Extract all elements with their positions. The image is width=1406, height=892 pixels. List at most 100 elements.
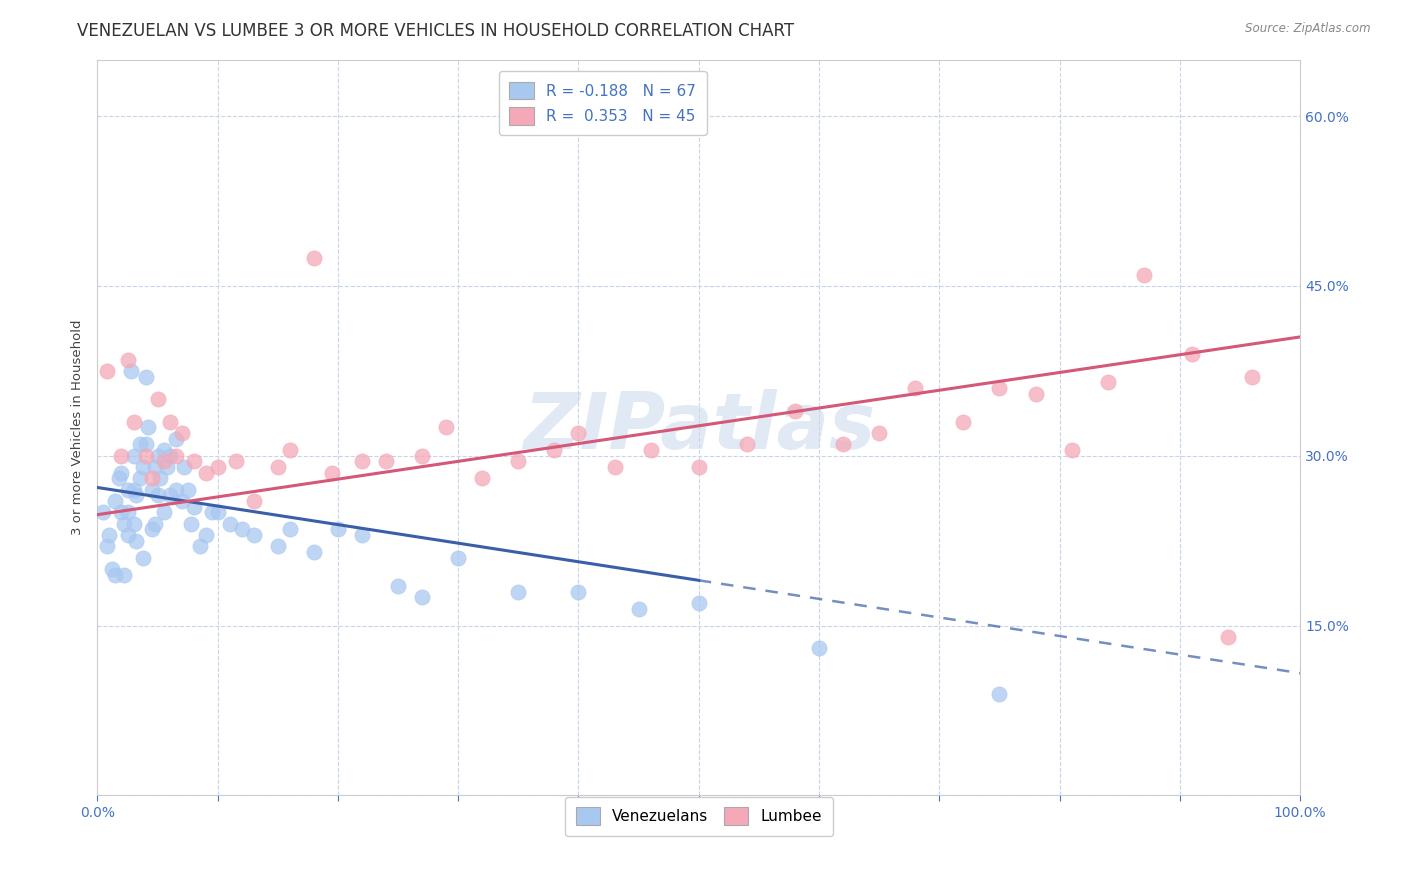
Point (350, 528, 373, 542)
Point (225, 454, 247, 468)
Point (1216, 630, 1239, 644)
Point (112, 516, 135, 531)
Point (125, 533, 148, 548)
Point (471, 471, 494, 485)
Point (201, 505, 224, 519)
Point (194, 466, 217, 480)
Point (152, 443, 174, 458)
Point (143, 516, 166, 531)
Point (375, 454, 398, 468)
Point (122, 516, 145, 531)
Y-axis label: 3 or more Vehicles in Household: 3 or more Vehicles in Household (72, 319, 84, 535)
Point (146, 488, 169, 502)
Point (278, 522, 301, 536)
Point (159, 449, 181, 463)
Point (143, 460, 166, 475)
Point (146, 449, 169, 463)
Point (321, 466, 343, 480)
Point (688, 460, 710, 475)
Legend: Venezuelans, Lumbee: Venezuelans, Lumbee (565, 797, 832, 836)
Point (1181, 347, 1204, 361)
Point (180, 516, 202, 531)
Text: Source: ZipAtlas.com: Source: ZipAtlas.com (1246, 22, 1371, 36)
Point (170, 494, 193, 508)
Point (128, 437, 150, 451)
Point (302, 251, 325, 265)
Point (152, 505, 174, 519)
Point (110, 466, 132, 480)
Point (108, 471, 131, 485)
Point (278, 443, 301, 458)
Point (183, 454, 205, 468)
Point (101, 562, 124, 576)
Point (125, 488, 148, 502)
Point (104, 567, 127, 582)
Point (110, 505, 132, 519)
Point (411, 449, 433, 463)
Point (117, 483, 139, 497)
Point (627, 601, 650, 615)
Point (603, 460, 626, 475)
Point (135, 449, 157, 463)
Point (141, 522, 163, 536)
Point (93, 505, 115, 519)
Point (1097, 375, 1119, 389)
Point (128, 471, 150, 485)
Point (688, 596, 710, 610)
Point (176, 483, 198, 497)
Point (543, 443, 565, 458)
Point (567, 584, 589, 599)
Point (1024, 386, 1046, 401)
Point (110, 449, 132, 463)
Point (267, 460, 290, 475)
Point (508, 454, 530, 468)
Point (120, 364, 142, 378)
Point (159, 488, 181, 502)
Point (135, 437, 157, 451)
Point (508, 584, 530, 599)
Point (1132, 268, 1154, 282)
Point (170, 426, 193, 441)
Point (159, 415, 181, 429)
Point (117, 352, 139, 367)
Point (188, 540, 211, 554)
Point (132, 550, 155, 565)
Point (165, 432, 187, 446)
Point (173, 460, 195, 475)
Point (165, 449, 187, 463)
Point (135, 369, 157, 384)
Point (952, 415, 974, 429)
Point (988, 381, 1011, 395)
Point (146, 392, 169, 407)
Point (447, 550, 470, 565)
Point (832, 437, 855, 451)
Point (434, 420, 457, 434)
Point (165, 483, 187, 497)
Point (411, 591, 433, 605)
Point (122, 415, 145, 429)
Point (904, 381, 927, 395)
Point (387, 579, 409, 593)
Point (96, 540, 118, 554)
Point (1060, 443, 1083, 458)
Point (267, 540, 290, 554)
Point (207, 460, 229, 475)
Point (567, 426, 589, 441)
Point (988, 686, 1011, 700)
Point (156, 460, 179, 475)
Point (783, 403, 806, 417)
Point (231, 522, 253, 536)
Point (194, 528, 217, 542)
Text: VENEZUELAN VS LUMBEE 3 OR MORE VEHICLES IN HOUSEHOLD CORRELATION CHART: VENEZUELAN VS LUMBEE 3 OR MORE VEHICLES … (77, 22, 794, 40)
Point (350, 454, 373, 468)
Point (868, 426, 890, 441)
Point (183, 500, 205, 514)
Text: ZIPatlas: ZIPatlas (523, 390, 875, 466)
Point (152, 454, 174, 468)
Point (136, 420, 159, 434)
Point (117, 528, 139, 542)
Point (141, 483, 163, 497)
Point (98, 528, 121, 542)
Point (326, 522, 349, 536)
Point (117, 505, 139, 519)
